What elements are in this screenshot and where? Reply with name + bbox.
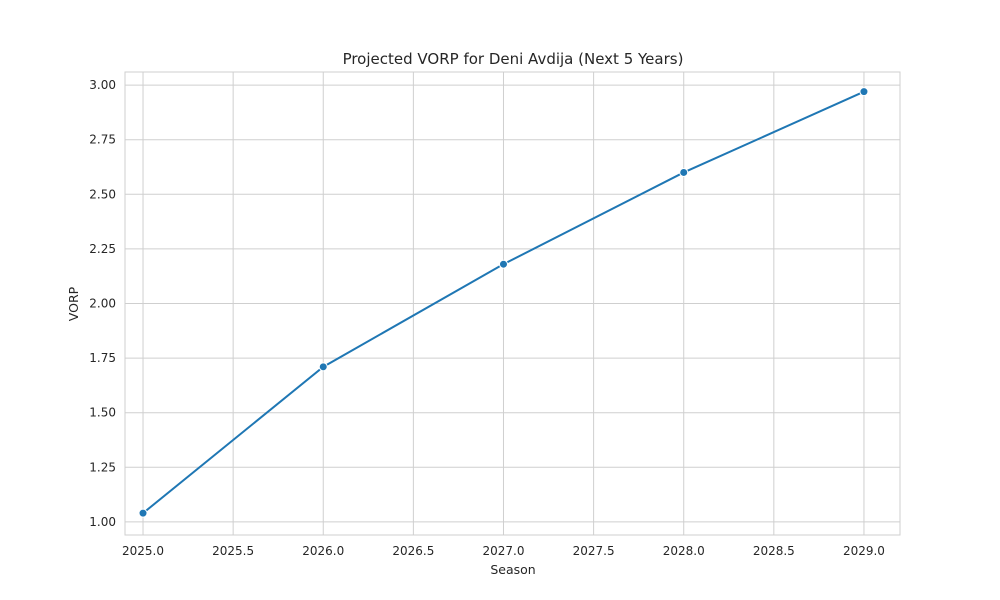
x-axis-label: Season	[490, 562, 535, 577]
data-point	[498, 259, 508, 269]
y-tick-label: 1.00	[89, 515, 116, 529]
x-tick-label: 2029.0	[843, 544, 885, 558]
x-tick-label: 2025.0	[122, 544, 164, 558]
x-tick-label: 2028.5	[753, 544, 795, 558]
chart-title: Projected VORP for Deni Avdija (Next 5 Y…	[343, 50, 684, 68]
y-tick-label: 2.50	[89, 187, 116, 201]
y-axis-label: VORP	[66, 286, 81, 321]
data-point	[138, 508, 148, 518]
y-tick-label: 1.50	[89, 406, 116, 420]
data-point	[859, 87, 869, 97]
data-point	[318, 362, 328, 372]
x-tick-label: 2028.0	[663, 544, 705, 558]
y-tick-label: 1.75	[89, 351, 116, 365]
series-layer	[138, 87, 869, 518]
x-tick-label: 2027.5	[573, 544, 615, 558]
data-point	[679, 167, 689, 177]
x-tick-label: 2026.0	[302, 544, 344, 558]
y-tick-label: 2.00	[89, 297, 116, 311]
x-tick-label: 2025.5	[212, 544, 254, 558]
y-tick-label: 1.25	[89, 460, 116, 474]
y-tick-label: 3.00	[89, 78, 116, 92]
plot-frame	[124, 71, 901, 536]
x-tick-label: 2026.5	[392, 544, 434, 558]
grid-layer	[125, 72, 900, 535]
y-tick-label: 2.25	[89, 242, 116, 256]
tick-labels: 2025.0 2025.5 2026.0 2026.5 2027.0 2027.5 2028…	[89, 78, 885, 558]
y-tick-label: 2.75	[89, 133, 116, 147]
x-tick-label: 2027.0	[482, 544, 524, 558]
